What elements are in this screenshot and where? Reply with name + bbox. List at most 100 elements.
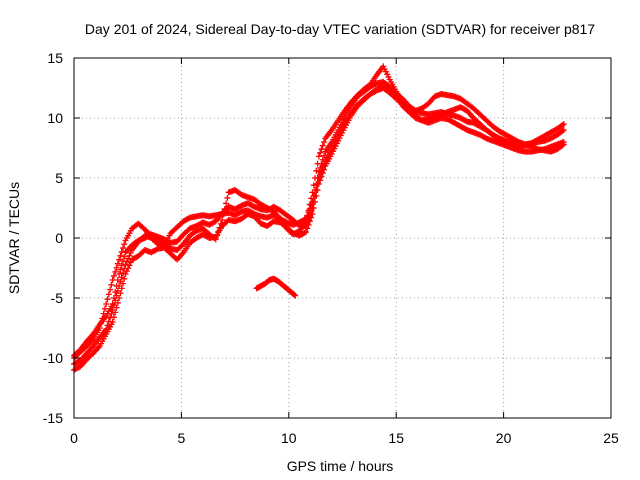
data-point [113,283,120,289]
data-point [302,223,309,229]
x-tick-label: 15 [388,430,404,446]
data-point [308,195,315,202]
series-track_a [71,79,567,367]
data-point [122,261,129,268]
data-point [117,252,124,259]
data-point [315,175,322,181]
data-point [314,181,321,187]
data-point [108,281,115,288]
data-point [318,167,325,174]
y-tick-label: 5 [55,170,63,186]
data-point [103,301,110,307]
data-point [110,272,117,279]
data-point [127,259,134,266]
data-point [121,241,128,248]
data-point [116,256,123,263]
data-point [309,189,316,196]
x-tick-label: 10 [281,430,297,446]
y-tick-label: -10 [43,350,63,366]
grid [74,58,611,418]
data-point [110,295,117,301]
data-point [301,229,308,236]
data-point [305,215,312,222]
data-point [116,271,123,277]
data-point [125,255,132,262]
data-point [104,296,111,303]
data-point [308,208,315,215]
data-point [112,309,119,316]
data-point [117,266,124,273]
data-point [560,141,567,148]
data-point [306,212,313,219]
data-point [114,299,121,306]
data-point [119,258,126,265]
data-point [101,305,108,312]
data-point [126,252,133,259]
series-track_b [71,63,567,361]
data-point [121,253,128,260]
data-point [317,149,324,156]
data-point [110,314,117,321]
data-point [312,193,319,199]
data-point [118,285,125,292]
data-point [107,286,114,293]
data-point [559,121,566,128]
y-tick-label: -15 [43,410,63,426]
data-point [313,187,320,193]
y-tick-label: -5 [51,290,64,306]
data-point [126,262,133,269]
data-point [315,153,322,160]
data-point [319,142,326,149]
data-point [109,319,116,325]
data-point [224,194,231,201]
data-point [292,292,299,299]
data-point [112,289,119,295]
series-track_c [71,85,567,373]
data-point [314,160,321,167]
data-point [109,301,116,307]
data-point [219,217,226,223]
data-point [116,295,123,301]
data-point [118,262,125,269]
data-point [113,304,120,311]
data-point [114,260,121,267]
series-track_d [71,81,567,359]
data-point [321,139,328,145]
data-point [560,121,567,127]
data-point [113,264,120,271]
x-tick-label: 5 [178,430,186,446]
data-point [559,127,566,134]
data-point [122,271,129,277]
data-point [123,268,130,275]
y-tick-label: 15 [47,50,63,66]
data-point [109,277,116,283]
data-point [114,277,121,283]
axis-ticks: 0 5 10 15 20 25 -15 -10 -5 0 5 10 15 [43,50,619,446]
x-tick-label: 25 [603,430,619,446]
data-point [306,201,313,208]
series-track_e [253,275,299,299]
y-tick-label: 10 [47,110,63,126]
data-point [105,291,112,298]
y-tick-label: 0 [55,230,63,246]
data-point [309,205,316,211]
data-point [319,164,326,171]
data-point [127,249,134,256]
data-points [71,63,567,373]
x-tick-label: 20 [496,430,512,446]
data-point [310,199,317,205]
data-point [121,275,128,282]
data-point [112,268,119,275]
data-point [223,200,230,207]
data-point [304,219,311,226]
data-point [310,182,317,189]
data-point [321,160,328,167]
data-point [318,146,325,153]
chart-title: Day 201 of 2024, Sidereal Day-to-day VTE… [85,21,595,37]
data-point [125,265,132,272]
data-point [317,171,324,178]
data-point [302,229,309,235]
data-point [313,167,320,174]
data-point [119,280,126,287]
data-point [559,142,566,149]
